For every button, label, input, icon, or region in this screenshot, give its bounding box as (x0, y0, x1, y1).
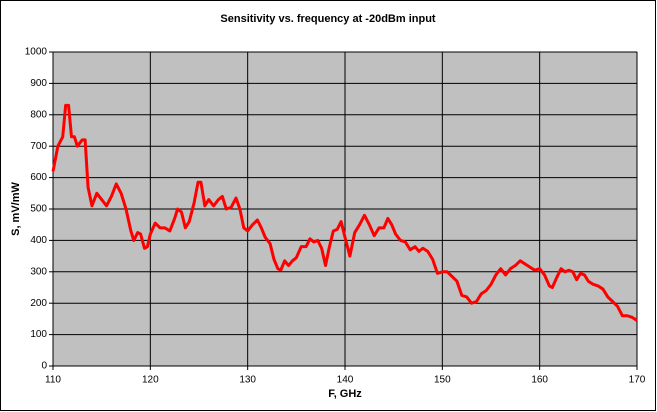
y-tick-label: 200 (30, 298, 47, 309)
x-axis-label: F, GHz (328, 388, 362, 400)
data-line (51, 103, 638, 322)
y-tick-label: 600 (30, 172, 47, 183)
x-tick-label: 120 (142, 375, 159, 386)
x-tick-label: 170 (629, 375, 646, 386)
x-tick-label: 140 (337, 375, 354, 386)
x-tick-label: 150 (434, 375, 451, 386)
x-tick-label: 130 (239, 375, 256, 386)
x-tick-label: 110 (45, 375, 61, 386)
y-tick-label: 0 (41, 361, 47, 372)
y-tick-label: 800 (30, 109, 47, 120)
y-tick-label: 1000 (25, 47, 48, 58)
y-tick-label: 500 (30, 204, 47, 215)
x-tick-label: 160 (531, 375, 548, 386)
chart-title: Sensitivity vs. frequency at -20dBm inpu… (220, 13, 436, 25)
y-tick-label: 900 (30, 78, 47, 89)
y-tick-label: 300 (30, 266, 47, 277)
y-tick-label: 400 (30, 235, 47, 246)
y-axis-label: S, mV/mW (10, 181, 22, 235)
y-tick-label: 100 (30, 329, 47, 340)
y-tick-label: 700 (30, 141, 47, 152)
